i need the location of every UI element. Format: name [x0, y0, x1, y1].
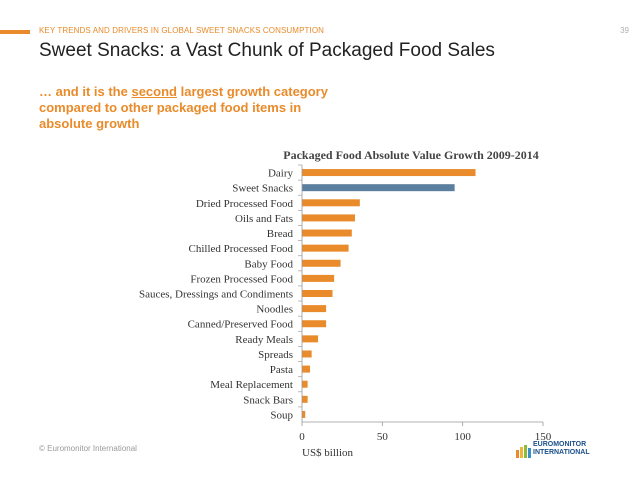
logo-line-1: EUROMONITOR	[533, 441, 587, 448]
subtitle-emphasis: second	[131, 84, 177, 99]
x-tick-label: 50	[377, 431, 389, 443]
bar	[302, 290, 333, 297]
chart-title: Packaged Food Absolute Value Growth 2009…	[283, 148, 538, 162]
page-number: 39	[620, 26, 629, 35]
category-label: Meal Replacement	[210, 379, 293, 391]
logo-line-2: INTERNATIONAL	[533, 449, 590, 456]
category-label: Snack Bars	[243, 394, 293, 406]
bar	[302, 214, 356, 222]
bar	[302, 410, 306, 418]
copyright-text: © Euromonitor International	[39, 444, 137, 453]
tick-labels: 0 50 100 150	[299, 431, 552, 443]
category-labels: Dairy Sweet Snacks Dried Processed Food Oil…	[139, 168, 293, 422]
bar	[302, 365, 311, 373]
bar	[302, 184, 455, 192]
bar	[302, 395, 308, 403]
x-tick-label: 0	[299, 431, 305, 443]
category-label: Pasta	[270, 364, 293, 376]
category-label: Sweet Snacks	[232, 183, 293, 195]
slide-subtitle: … and it is the second largest growth ca…	[39, 84, 329, 132]
x-tick-label: 150	[535, 431, 552, 443]
bar	[302, 169, 476, 177]
bars	[302, 169, 476, 418]
category-label: Oils and Fats	[235, 213, 293, 225]
category-label: Sauces, Dressings and Condiments	[139, 289, 293, 301]
subtitle-pre: … and it is the	[39, 84, 132, 99]
bar	[302, 199, 360, 207]
category-label: Bread	[267, 228, 294, 240]
axes	[298, 164, 544, 426]
section-kicker: KEY TRENDS AND DRIVERS IN GLOBAL SWEET S…	[39, 26, 325, 35]
slide-title: Sweet Snacks: a Vast Chunk of Packaged F…	[39, 40, 495, 61]
euromonitor-logo-icon	[516, 445, 531, 458]
category-label: Spreads	[258, 349, 293, 361]
bar	[302, 380, 308, 388]
bar	[302, 274, 335, 282]
category-label: Baby Food	[244, 258, 293, 270]
bar	[302, 244, 349, 252]
category-label: Ready Meals	[235, 334, 293, 346]
bar	[302, 350, 312, 358]
subtitle-post: largest growth category compared to othe…	[39, 84, 328, 131]
bar	[302, 229, 352, 237]
bar	[302, 335, 319, 343]
accent-bar	[0, 30, 30, 34]
x-axis-label: US$ billion	[302, 447, 354, 459]
category-label: Frozen Processed Food	[190, 273, 293, 285]
bar	[302, 320, 327, 328]
bar	[302, 305, 327, 313]
category-label: Dairy	[268, 168, 294, 180]
x-tick-label: 100	[454, 431, 471, 443]
category-label: Chilled Processed Food	[189, 243, 294, 255]
category-label: Soup	[270, 409, 293, 421]
bar	[302, 259, 341, 267]
category-label: Dried Processed Food	[196, 198, 294, 210]
category-label: Noodles	[256, 304, 293, 316]
logo-wordmark: EUROMONITOR INTERNATIONAL	[533, 441, 590, 457]
category-label: Canned/Preserved Food	[188, 319, 294, 331]
